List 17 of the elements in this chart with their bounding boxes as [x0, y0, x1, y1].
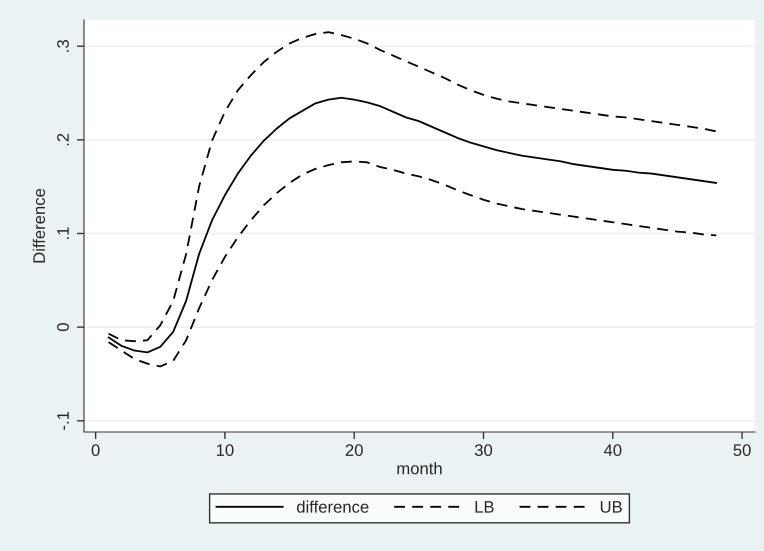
x-tick-label: 20	[346, 444, 363, 456]
x-tick-label: 10	[216, 444, 234, 456]
x-tick-label: 40	[604, 444, 622, 456]
x-axis-title: month	[397, 462, 442, 474]
y-tick-label: .3	[57, 40, 69, 52]
y-tick-label: -.1	[57, 412, 69, 430]
legend-label: difference	[296, 500, 368, 513]
legend-label: LB	[476, 501, 494, 513]
x-tick-label: 30	[474, 444, 492, 456]
line-series	[108, 160, 718, 368]
y-tick-label: .1	[57, 227, 69, 239]
y-tick-label: .2	[57, 134, 69, 146]
y-tick-label: 0	[57, 323, 69, 332]
x-tick-label: 50	[733, 444, 751, 456]
y-axis-title: Difference	[32, 188, 46, 262]
x-tick-label: 0	[92, 444, 100, 456]
legend-label: UB	[600, 501, 622, 513]
